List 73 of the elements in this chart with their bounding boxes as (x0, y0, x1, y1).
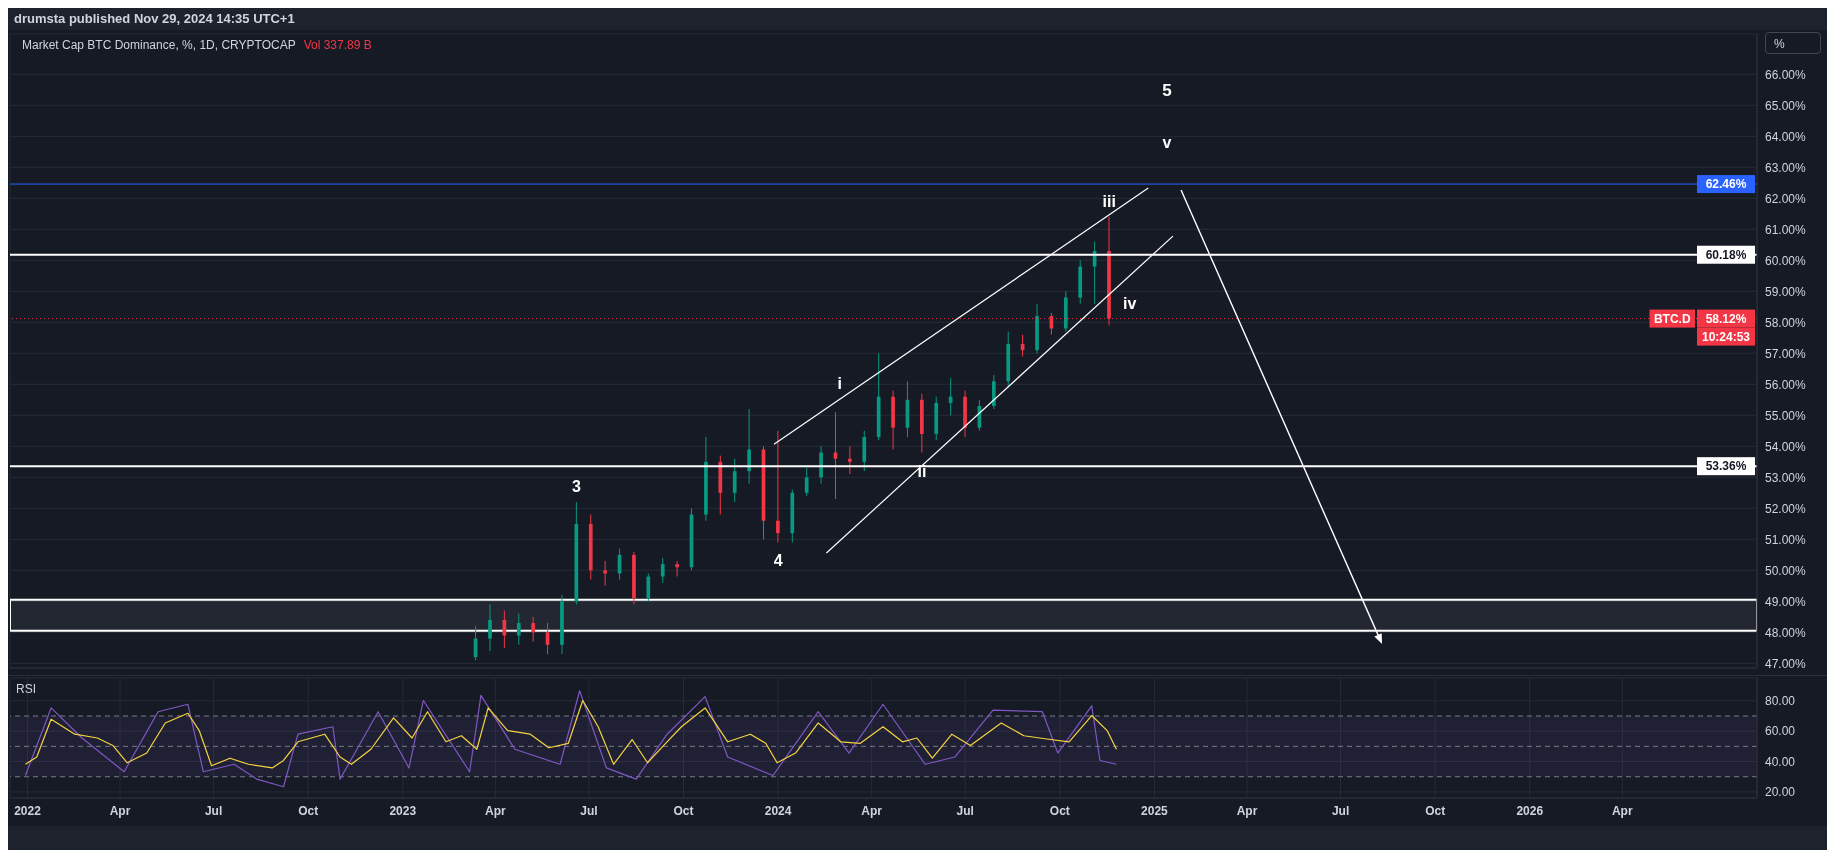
x-tick-label: Apr (1611, 803, 1633, 818)
candlestick (516, 613, 521, 646)
y-tick-label: 54.00% (1765, 439, 1807, 454)
ref-line-label: 58.12% (1705, 311, 1747, 326)
x-tick-label: Jul (580, 803, 598, 818)
chart-title: RSI (16, 682, 37, 696)
candlestick (804, 467, 809, 497)
x-tick-label: Apr (1236, 803, 1258, 818)
annotation: 4 (773, 552, 783, 570)
candlestick (531, 616, 536, 643)
y-tick-label: 64.00% (1765, 129, 1807, 144)
text: % (1765, 32, 1821, 54)
y-tick-label: 59.00% (1765, 284, 1807, 299)
candlestick (747, 408, 751, 485)
line-series (24, 699, 1117, 769)
y-tick-label: 50.00% (1765, 563, 1807, 578)
y-tick-label: 58.00% (1765, 315, 1807, 330)
y-tick-label: 20.00 (1765, 785, 1796, 800)
x-tick-label: Oct (1049, 803, 1070, 818)
x-tick-label: 2026 (1516, 803, 1544, 818)
x-tick-label: Oct (1425, 803, 1446, 818)
x-tick-label: 2022 (14, 803, 42, 818)
y-tick-label: 51.00% (1765, 532, 1807, 547)
y-tick-label: 60.00% (1765, 253, 1807, 268)
chart-subtitle: Vol 337.89 B (303, 38, 372, 52)
y-tick-label: 57.00% (1765, 346, 1807, 361)
annotation: iii (1102, 192, 1116, 210)
candlestick (848, 445, 852, 475)
annotation: iv (1123, 294, 1137, 312)
y-tick-label: 40.00 (1765, 754, 1796, 769)
annotation: i (837, 375, 843, 393)
y-tick-label: 62.00% (1765, 191, 1807, 206)
x-tick-label: 2024 (764, 803, 792, 818)
candlestick (776, 430, 780, 543)
candlestick (660, 557, 665, 584)
x-tick-label: Jul (1331, 803, 1350, 818)
annotation: 10:24:53 (1701, 329, 1751, 344)
annotation: v (1162, 134, 1172, 152)
x-tick-label: 2023 (389, 803, 417, 818)
candlestick (675, 560, 679, 578)
ref-line-label: 60.18% (1705, 247, 1747, 262)
chart-title: Market Cap BTC Dominance, %, 1D, CRYPTOCAP (22, 38, 296, 52)
candlestick (603, 560, 607, 587)
y-tick-label: 52.00% (1765, 501, 1807, 516)
x-tick-label: Jul (956, 803, 974, 818)
y-tick-label: 56.00% (1765, 377, 1807, 392)
ref-line-label: 62.46% (1705, 177, 1747, 192)
x-tick-label: Apr (861, 803, 883, 818)
x-tick-label: Oct (673, 803, 694, 818)
y-tick-label: 63.00% (1765, 160, 1807, 175)
y-tick-label: 80.00 (1765, 694, 1796, 709)
candlestick (646, 572, 651, 602)
candlestick (488, 603, 492, 652)
y-tick-label: 53.00% (1765, 470, 1807, 485)
candlestick (732, 458, 737, 503)
x-tick-label: 2025 (1141, 803, 1169, 818)
y-tick-label: 60.00 (1765, 724, 1796, 739)
x-tick-label: Apr (109, 803, 131, 818)
text: drumsta published Nov 29, 2024 14:35 UTC+1 (8, 8, 1827, 30)
y-tick-label: 48.00% (1765, 625, 1807, 640)
y-tick-label: 49.00% (1765, 594, 1807, 609)
annotation: 5 (1162, 81, 1172, 101)
x-tick-label: Oct (298, 803, 319, 818)
annotation: BTC.D (1653, 311, 1691, 326)
x-tick-label: Apr (485, 803, 506, 818)
y-tick-label: 65.00% (1765, 98, 1807, 113)
y-tick-label: 66.00% (1765, 67, 1807, 82)
ref-line-label: 53.36% (1705, 459, 1747, 474)
x-tick-label: Jul (204, 803, 223, 818)
y-tick-label: 61.00% (1765, 222, 1807, 237)
annotation: 3 (572, 478, 582, 496)
y-tick-label: 55.00% (1765, 408, 1807, 423)
y-tick-label: 47.00% (1765, 656, 1807, 671)
